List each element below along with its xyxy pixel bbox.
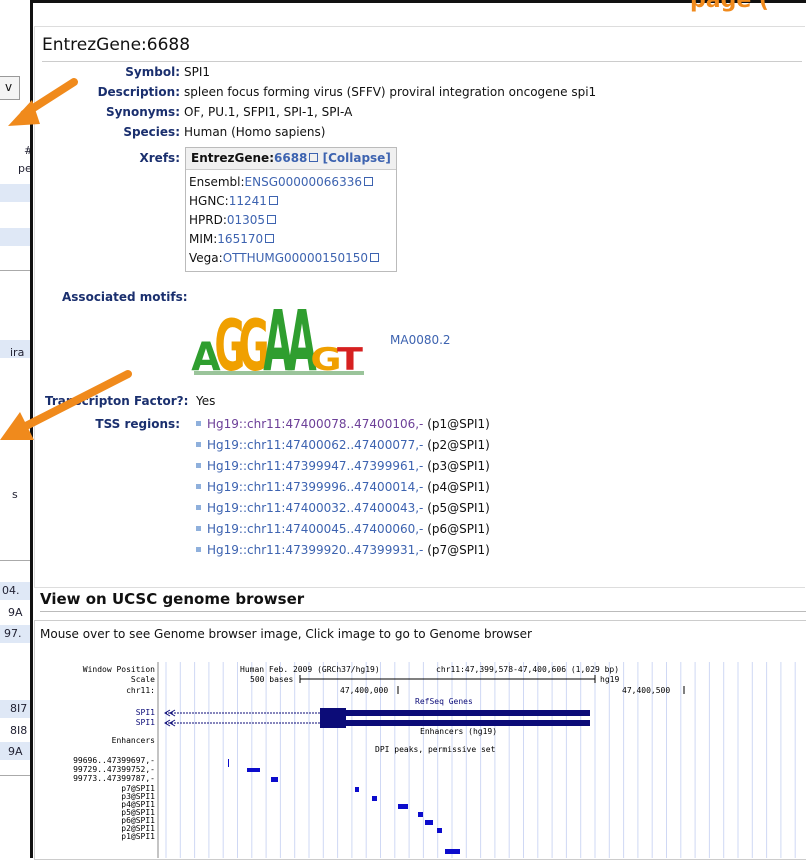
peak-block	[247, 768, 260, 772]
scale-text: 500 bases	[250, 675, 294, 684]
ruler-label: 47,400,000	[340, 686, 388, 695]
assembly: Human Feb. 2009 (GRCh37/hg19)	[240, 665, 380, 674]
peak-block	[418, 812, 423, 817]
track-label: 99773..47399787,-	[73, 774, 155, 783]
gene-utr	[346, 720, 590, 726]
track-label: SPI1	[136, 708, 155, 717]
genome-browser-image[interactable]: Window PositionScale chr11: SPI1SPI1 Enhanc…	[0, 0, 806, 858]
page: v #peiras04.9A97.8I78I89A page ( EntrezG…	[0, 0, 806, 858]
peak-block	[445, 849, 460, 854]
track-label: 99696..47399697,-	[73, 756, 155, 765]
gene-exon	[320, 708, 346, 718]
position: chr11:47,399,578-47,400,606 (1,029 bp)	[436, 665, 619, 674]
peak-block	[372, 796, 377, 801]
track-label: chr11:	[126, 686, 155, 695]
track-label: p1@SPI1	[121, 832, 155, 841]
peak-block	[398, 804, 408, 809]
track-label: Window Position	[83, 665, 155, 674]
track-label: SPI1	[136, 718, 155, 727]
track-label: Scale	[131, 675, 155, 684]
gene-exon	[320, 718, 346, 728]
gene-utr	[346, 710, 590, 716]
peak-block	[437, 828, 442, 833]
db-text: hg19	[600, 675, 619, 684]
track-label: 99729..47399752,-	[73, 765, 155, 774]
track-title: Enhancers (hg19)	[420, 727, 497, 736]
track-label: Enhancers	[112, 736, 156, 745]
track-title: RefSeq Genes	[415, 697, 473, 706]
track-title: DPI peaks, permissive set	[375, 745, 496, 754]
peak-block	[271, 777, 278, 782]
peak-block	[355, 787, 359, 792]
ruler-label: 47,400,500	[622, 686, 670, 695]
peak-block	[228, 759, 229, 767]
peak-block	[425, 820, 433, 825]
